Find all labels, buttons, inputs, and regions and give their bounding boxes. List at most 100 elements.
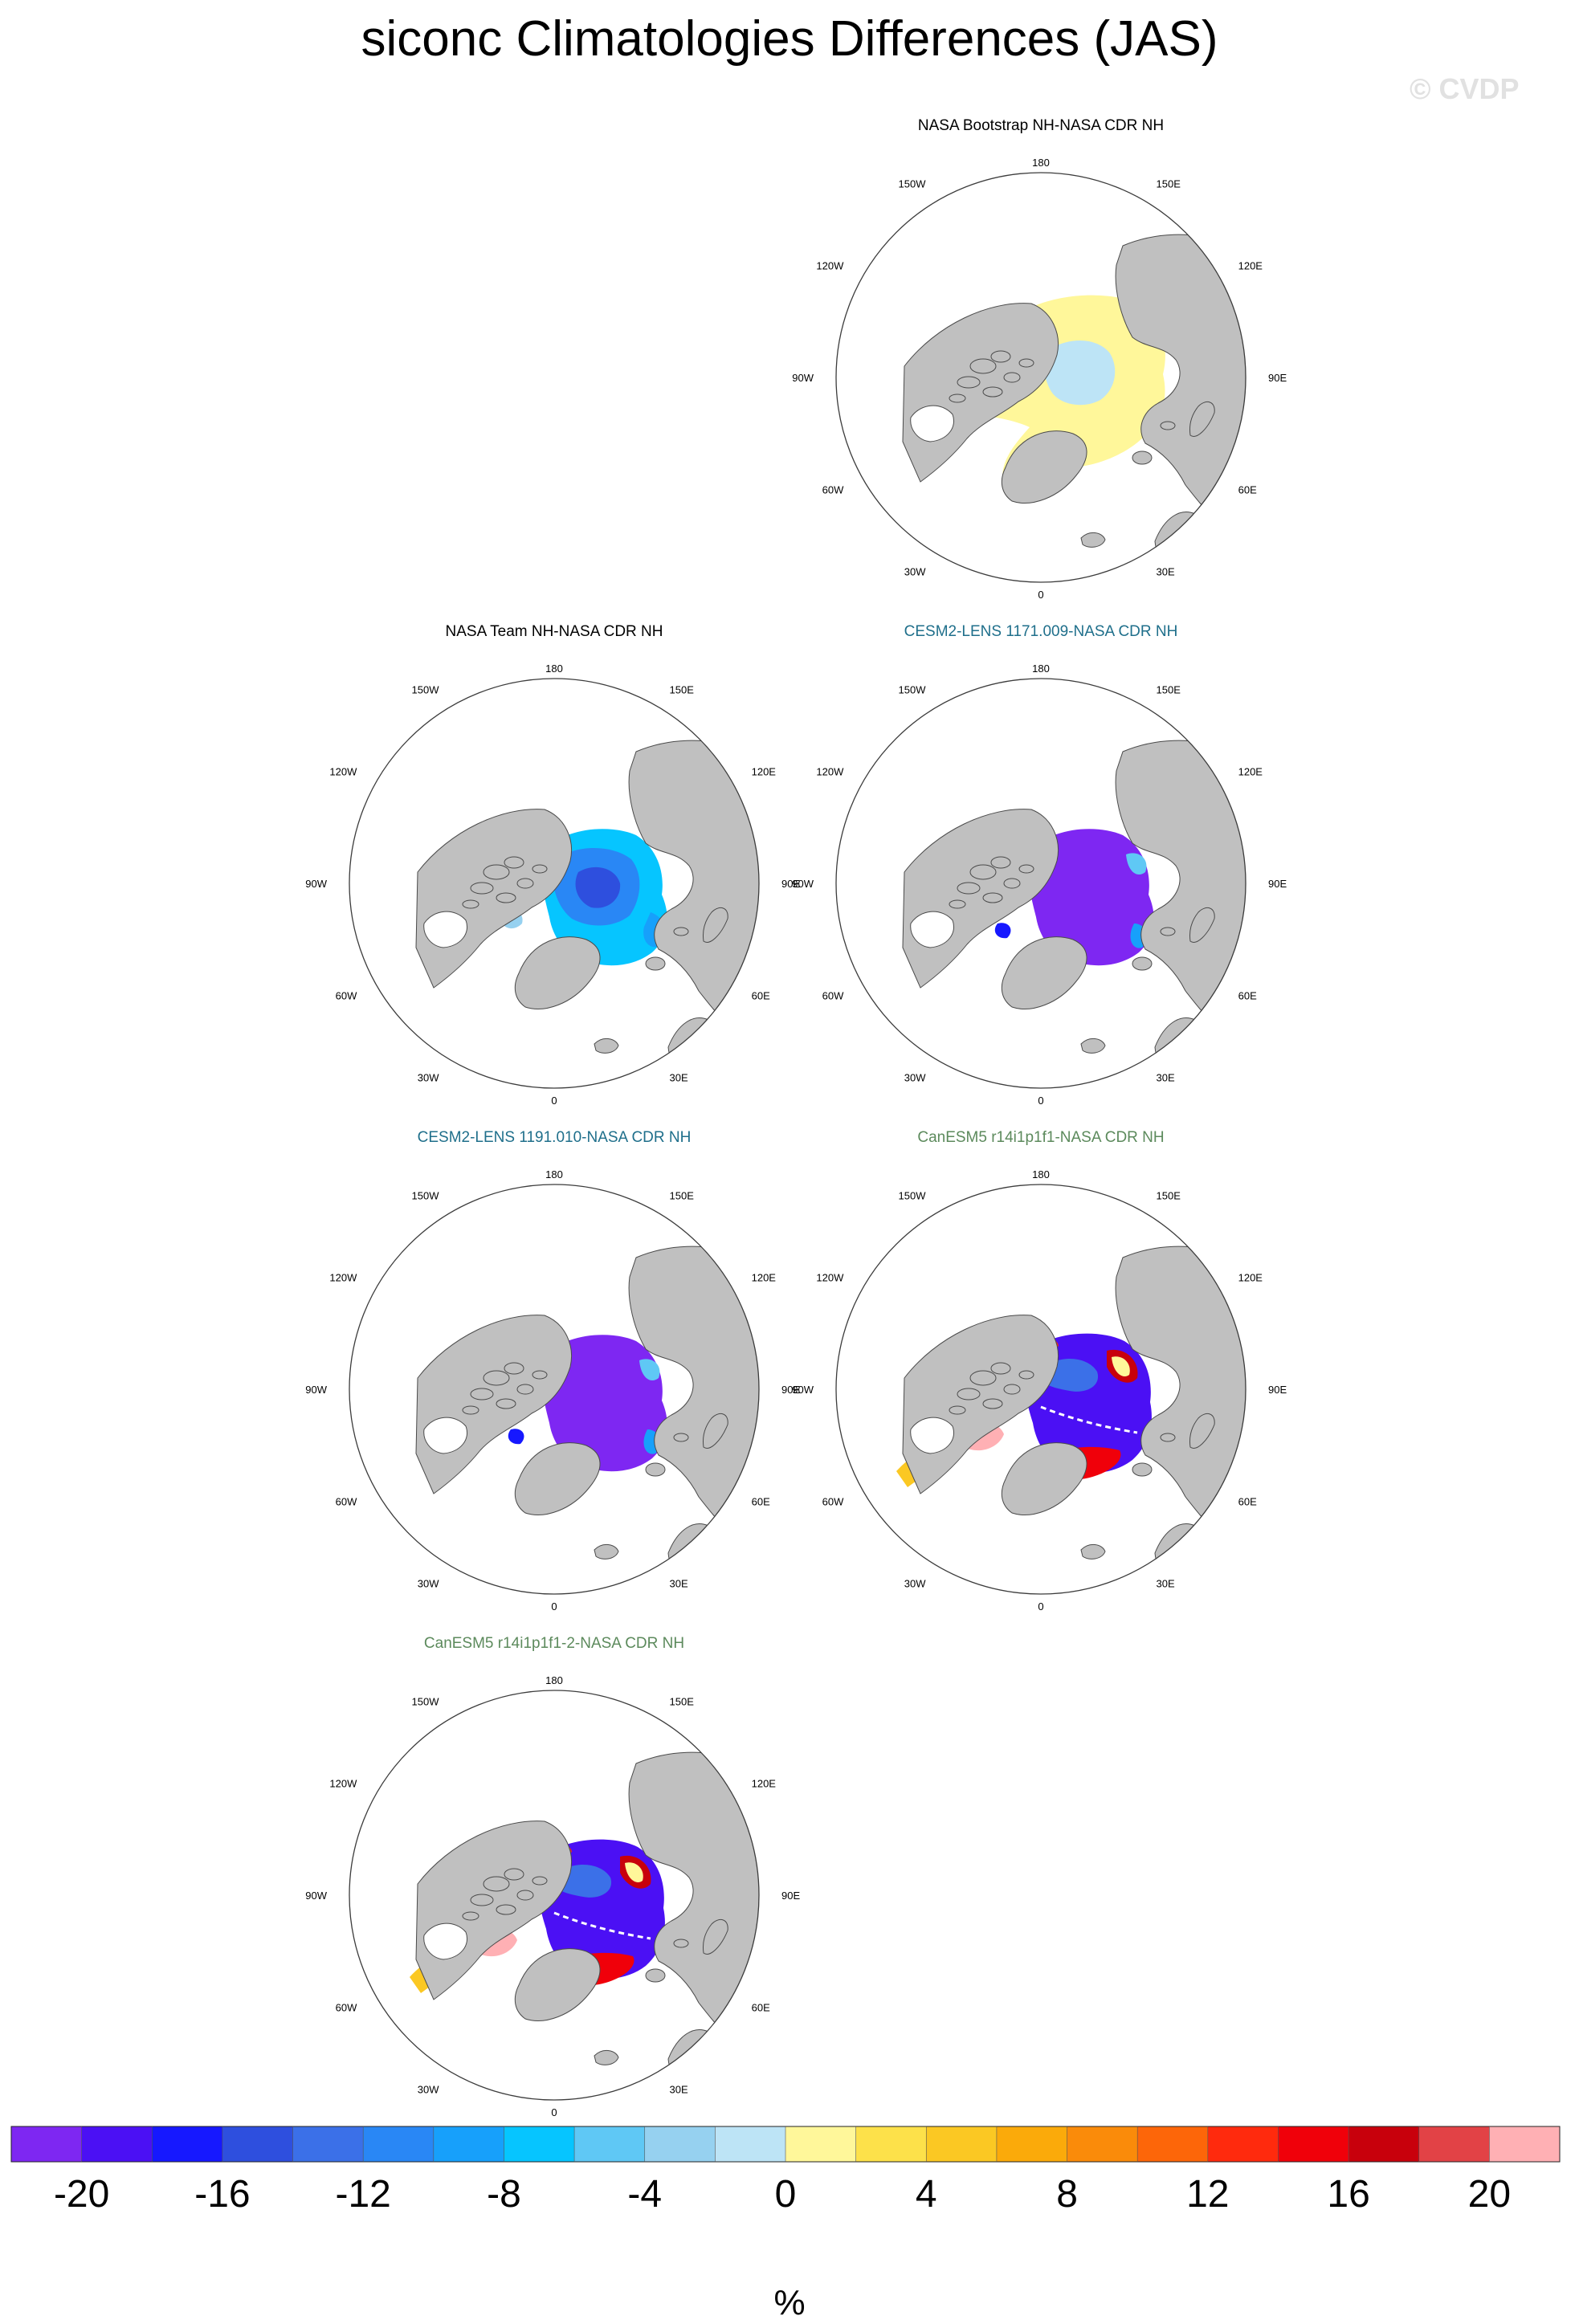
land-island bbox=[1018, 358, 1034, 368]
map-content bbox=[349, 1690, 759, 2100]
land-eurasia bbox=[628, 1751, 759, 2049]
lon-label-90E: 90E bbox=[1268, 878, 1287, 890]
panel-title: CanESM5 r14i1p1f1-NASA CDR NH bbox=[917, 1129, 1164, 1146]
panel-title: NASA Bootstrap NH-NASA CDR NH bbox=[918, 117, 1164, 134]
lon-label-150E: 150E bbox=[1157, 683, 1181, 695]
water-hudson-bay bbox=[423, 911, 467, 948]
colorbar-box bbox=[292, 2126, 364, 2162]
map-panel-canesm5-r14: CanESM5 r14i1p1f1-NASA CDR NH 180 0 150W 150… bbox=[784, 1124, 1298, 1638]
land-island bbox=[982, 1398, 1003, 1409]
map-border bbox=[835, 678, 1246, 1089]
lon-label-30E: 30E bbox=[1157, 1578, 1175, 1590]
land-island bbox=[1003, 372, 1021, 383]
map-border bbox=[835, 172, 1246, 583]
watermark: © CVDP bbox=[1410, 72, 1520, 105]
lon-label-60W: 60W bbox=[336, 1496, 357, 1508]
lon-label-0: 0 bbox=[551, 1600, 557, 1613]
water-hudson-bay bbox=[423, 1417, 467, 1454]
water-hudson-bay bbox=[910, 1417, 954, 1454]
lon-label-30W: 30W bbox=[904, 566, 926, 578]
colorbar-box bbox=[11, 2126, 83, 2162]
colorbar-tick-label: -16 bbox=[194, 2173, 250, 2216]
colorbar-box bbox=[574, 2126, 646, 2162]
colorbar-box bbox=[715, 2126, 786, 2162]
lon-label-90W: 90W bbox=[305, 1384, 327, 1396]
land-island bbox=[949, 1405, 966, 1415]
land-island bbox=[1018, 1370, 1034, 1380]
land-iceland bbox=[1080, 1038, 1106, 1054]
ice-difference-region bbox=[575, 866, 621, 908]
land-novaya-zemlya bbox=[1189, 401, 1215, 437]
land-island bbox=[1003, 1384, 1021, 1395]
land-island bbox=[990, 856, 1011, 869]
colorbar-box bbox=[1348, 2126, 1420, 2162]
land-island bbox=[969, 1370, 997, 1386]
land-island bbox=[470, 1388, 494, 1401]
ice-difference-region bbox=[541, 1335, 667, 1472]
colorbar-box bbox=[855, 2126, 927, 2162]
lon-label-150W: 150W bbox=[412, 1695, 440, 1707]
land-island bbox=[483, 1876, 510, 1892]
map-border bbox=[835, 1184, 1246, 1595]
land-island bbox=[504, 1362, 524, 1375]
lon-label-90W: 90W bbox=[792, 1384, 814, 1396]
land-eurasia bbox=[628, 1246, 759, 1543]
land-island bbox=[532, 864, 548, 874]
panel-title: CESM2-LENS 1171.009-NASA CDR NH bbox=[904, 623, 1178, 640]
lon-label-90W: 90W bbox=[305, 878, 327, 890]
land-island bbox=[1003, 878, 1021, 889]
colorbar-tick-label: 8 bbox=[1056, 2173, 1078, 2216]
land-eurasia bbox=[628, 740, 759, 1038]
lon-label-90E: 90E bbox=[781, 1890, 800, 1902]
lon-label-30W: 30W bbox=[904, 1578, 926, 1590]
map-content bbox=[349, 679, 759, 1088]
land-island bbox=[516, 1890, 534, 1901]
land-island bbox=[957, 882, 981, 895]
colorbar-box bbox=[644, 2126, 716, 2162]
land-franz-josef bbox=[673, 1939, 689, 1948]
colorbar-tick-label: -8 bbox=[487, 2173, 521, 2216]
land-svalbard bbox=[1132, 451, 1153, 465]
lon-label-150E: 150E bbox=[1157, 1189, 1181, 1201]
map-border bbox=[349, 678, 760, 1089]
map-content bbox=[836, 1184, 1246, 1594]
land-island bbox=[990, 350, 1011, 363]
land-island bbox=[516, 878, 534, 889]
land-island bbox=[957, 1388, 981, 1401]
water-hudson-bay bbox=[910, 405, 954, 442]
land-island bbox=[462, 1911, 479, 1921]
land-franz-josef bbox=[1160, 927, 1176, 936]
lon-label-60E: 60E bbox=[752, 1496, 770, 1508]
ice-difference-region bbox=[625, 1862, 643, 1882]
land-island bbox=[462, 1405, 479, 1415]
land-island bbox=[496, 1398, 516, 1409]
land-island bbox=[483, 1370, 510, 1386]
lon-label-60E: 60E bbox=[752, 990, 770, 1002]
colorbar-box bbox=[1207, 2126, 1279, 2162]
colorbar-box bbox=[363, 2126, 435, 2162]
colorbar-tick-label: 12 bbox=[1186, 2173, 1229, 2216]
colorbar-box bbox=[81, 2126, 153, 2162]
lon-label-120E: 120E bbox=[1238, 1272, 1263, 1284]
lon-label-30W: 30W bbox=[418, 2084, 439, 2096]
lon-label-120W: 120W bbox=[816, 766, 844, 778]
lon-label-150E: 150E bbox=[670, 1695, 695, 1707]
land-greenland bbox=[514, 1948, 601, 2021]
colorbar-box bbox=[926, 2126, 998, 2162]
land-eurasia bbox=[1115, 1246, 1246, 1543]
lon-label-60E: 60E bbox=[1238, 990, 1257, 1002]
land-franz-josef bbox=[673, 927, 689, 936]
land-svalbard bbox=[1132, 956, 1153, 971]
colorbar-box bbox=[504, 2126, 575, 2162]
land-island bbox=[532, 1876, 548, 1886]
lon-label-150W: 150W bbox=[412, 683, 440, 695]
lon-label-120E: 120E bbox=[1238, 260, 1263, 272]
land-island bbox=[969, 864, 997, 880]
lon-label-120W: 120W bbox=[816, 1272, 844, 1284]
lon-label-150W: 150W bbox=[899, 177, 927, 190]
map-content bbox=[836, 173, 1246, 582]
land-island bbox=[957, 376, 981, 389]
lon-label-30E: 30E bbox=[670, 2084, 688, 2096]
ice-difference-region bbox=[508, 1429, 524, 1445]
water-hudson-bay bbox=[910, 911, 954, 948]
